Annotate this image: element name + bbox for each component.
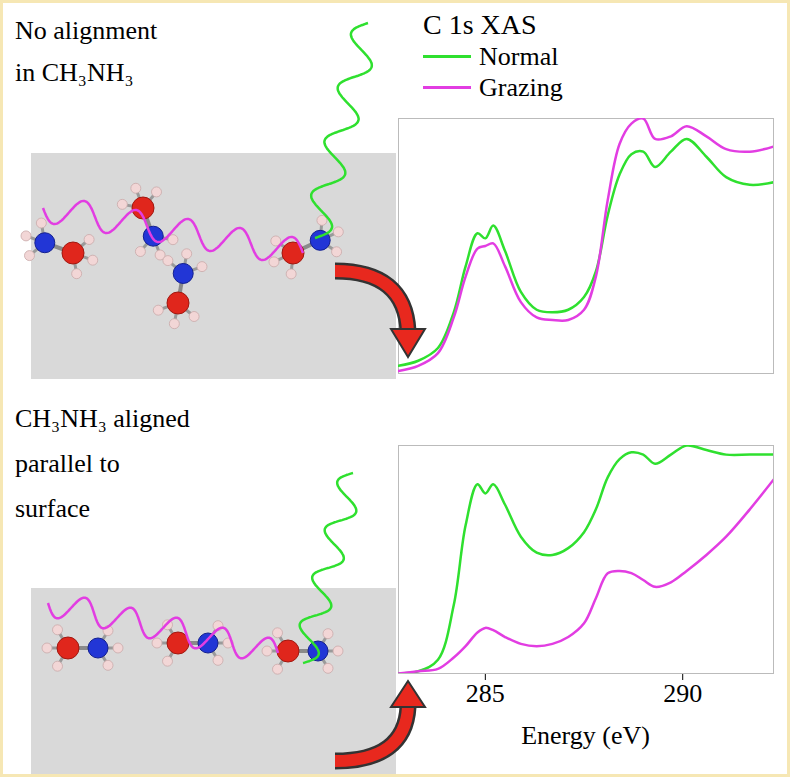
svg-text:in CH₃NH₃: in CH₃NH₃	[15, 58, 134, 87]
html-text:Grazing: Grazing	[479, 72, 563, 102]
svg-text:285: 285	[466, 679, 505, 708]
svg-text:No alignment: No alignment	[15, 16, 158, 45]
html-text:C 1s XAS: C 1s XAS	[423, 9, 537, 40]
svg-text:CH₃NH₃ aligned: CH₃NH₃ aligned	[15, 404, 190, 433]
html-text:Energy (eV): Energy (eV)	[521, 721, 650, 750]
svg-text:parallel to: parallel to	[15, 449, 120, 478]
html-text:Normal: Normal	[479, 41, 559, 71]
svg-text:290: 290	[663, 679, 702, 708]
svg-text:surface: surface	[15, 494, 90, 523]
